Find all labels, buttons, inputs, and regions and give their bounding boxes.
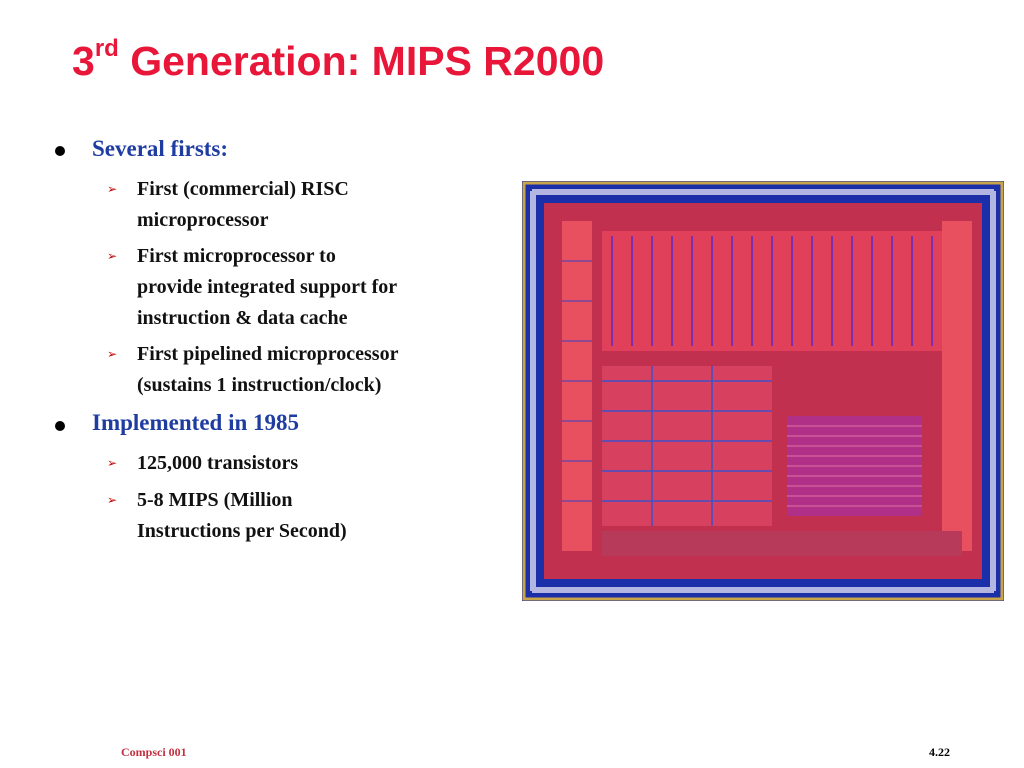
sub-bullet-line: First (commercial) RISC [137, 178, 349, 200]
sub-bullet-cache: First microprocessor to provide integrat… [137, 241, 397, 334]
bullet-implemented: Implemented in 1985 [92, 410, 299, 435]
sub-bullet-line: First microprocessor to [137, 245, 336, 267]
arrow-bullet-icon: ➢ [107, 493, 118, 507]
arrow-bullet-icon: ➢ [107, 456, 118, 470]
sub-bullet-line: 125,000 transistors [137, 452, 299, 474]
title-superscript: rd [94, 35, 119, 63]
bullet-several-firsts: Several firsts: [92, 136, 229, 161]
bullet-dot [55, 421, 65, 431]
footer-page-number: 4.22 [929, 745, 950, 759]
sub-bullet-line: Instructions per Second) [137, 520, 347, 542]
arrow-bullet-icon: ➢ [107, 249, 118, 263]
sub-bullet-line: (sustains 1 instruction/clock) [137, 374, 382, 396]
sub-bullet-line: First pipelined microprocessor [137, 343, 399, 365]
title-text: Generation: MIPS R2000 [118, 38, 605, 84]
arrow-bullet-icon: ➢ [107, 182, 118, 196]
sub-bullet-line: microprocessor [137, 209, 269, 231]
sub-bullet-pipelined: First pipelined microprocessor (sustains… [137, 339, 398, 401]
mips-r2000-die-photo [522, 181, 1004, 601]
sub-bullet-line: instruction & data cache [137, 307, 348, 329]
sub-bullet-mips: 5-8 MIPS (Million Instructions per Secon… [137, 485, 347, 547]
arrow-bullet-icon: ➢ [107, 347, 118, 361]
sub-bullet-risc: First (commercial) RISC microprocessor [137, 174, 349, 236]
footer-course: Compsci 001 [121, 745, 187, 759]
sub-bullet-transistors: 125,000 transistors [137, 448, 298, 479]
sub-bullet-line: 5-8 MIPS (Million [137, 489, 293, 511]
sub-bullet-line: provide integrated support for [137, 276, 398, 298]
title-number: 3 [72, 38, 95, 84]
slide-title: 3rd Generation: MIPS R2000 [72, 35, 605, 85]
bullet-dot [55, 146, 65, 156]
